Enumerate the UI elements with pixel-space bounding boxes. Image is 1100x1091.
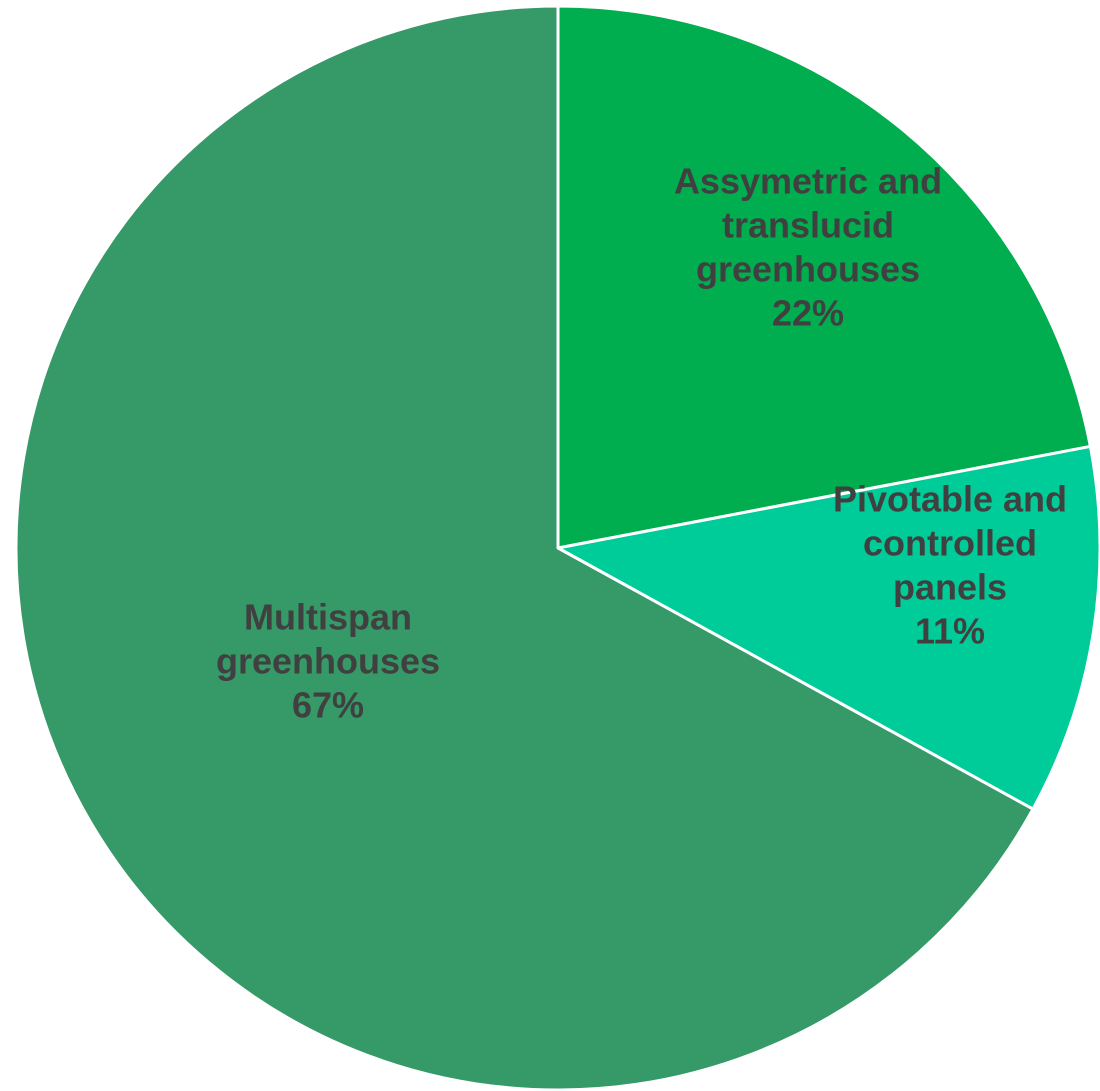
pie-slice-percent-0: 22% [772, 293, 844, 334]
pie-slice-label-line: controlled [863, 523, 1037, 564]
pie-slice-percent-1: 11% [915, 611, 985, 652]
pie-slice-0 [556, 4, 1092, 550]
pie-slice-label-line: greenhouses [216, 641, 440, 682]
pie-slice-label-line: greenhouses [696, 249, 920, 290]
pie-slice-label-line: Multispan [244, 597, 412, 638]
pie-slice-label-0: Assymetric and translucid greenhouses 22% [674, 161, 942, 334]
pie-slice-label-line: translucid [722, 205, 894, 246]
pie-slice-label-line: panels [893, 567, 1007, 608]
pie-slice-label-line: Assymetric and [674, 161, 942, 202]
pie-slice-2 [14, 4, 1035, 1091]
pie-slice-label-1: Pivotable and controlled panels 11% [833, 479, 1067, 652]
labels-layer: Assymetric and translucid greenhouses 22%Pi… [216, 161, 1067, 726]
pie-slice-percent-2: 67% [292, 685, 364, 726]
pie-slice-1 [556, 444, 1100, 811]
pie-slice-label-2: Multispan greenhouses 67% [216, 597, 440, 726]
slices-layer [14, 4, 1100, 1091]
pie-slice-label-line: Pivotable and [833, 479, 1067, 520]
